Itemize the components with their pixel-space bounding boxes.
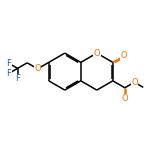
Text: O: O	[131, 78, 138, 87]
Text: F: F	[6, 59, 11, 68]
Text: O: O	[93, 49, 100, 58]
Text: O: O	[121, 94, 128, 103]
Text: F: F	[15, 74, 20, 83]
Text: O: O	[121, 51, 127, 60]
Text: F: F	[6, 69, 11, 78]
Text: O: O	[34, 64, 41, 73]
